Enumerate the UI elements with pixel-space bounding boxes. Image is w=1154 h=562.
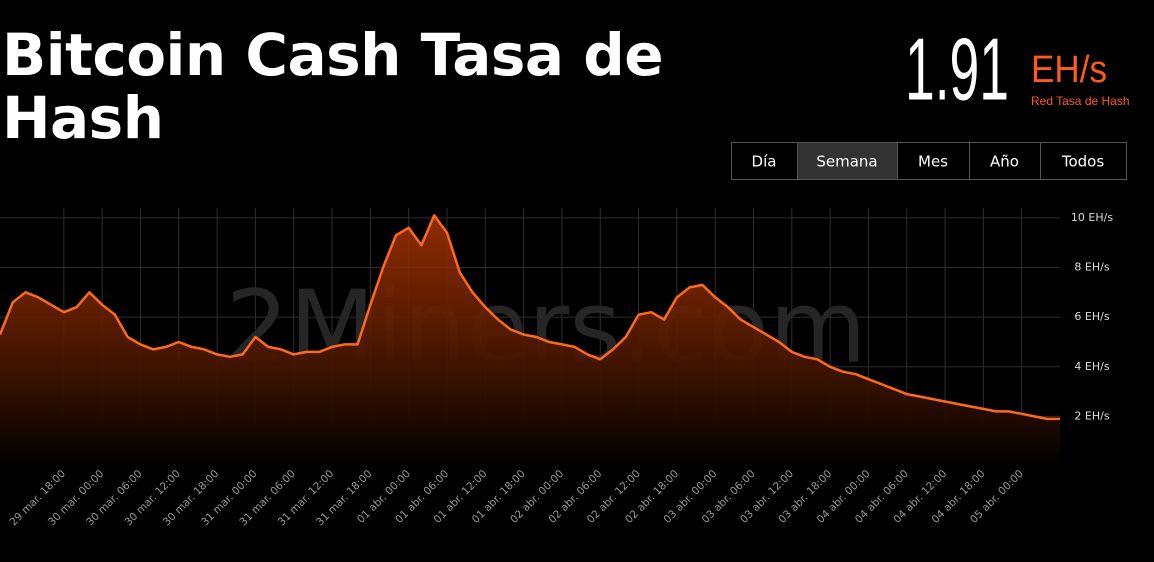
y-tick-label: 6 EH/s: [1074, 310, 1109, 323]
range-button-label[interactable]: Día: [752, 153, 777, 171]
range-selector: Día Semana Mes Año Todos: [731, 142, 1127, 180]
page-title: Bitcoin Cash Tasa de Hash: [2, 21, 664, 152]
range-button-label[interactable]: Mes: [918, 153, 948, 171]
area: [0, 215, 1060, 466]
range-button-label[interactable]: Semana: [816, 153, 877, 171]
hashrate-unit: EH/s: [1031, 49, 1107, 91]
y-tick-label: 4 EH/s: [1074, 360, 1109, 373]
range-button[interactable]: [969, 142, 1041, 180]
hashrate-value: 1.91: [905, 19, 1009, 118]
range-button[interactable]: [1040, 142, 1127, 180]
y-tick-label: 10 EH/s: [1071, 211, 1113, 224]
y-tick-label: 8 EH/s: [1074, 261, 1109, 274]
range-button[interactable]: [731, 142, 798, 180]
hashrate-label: Red Tasa de Hash: [1031, 94, 1130, 108]
y-tick-label: 2 EH/s: [1074, 409, 1109, 422]
range-button-label[interactable]: Año: [990, 153, 1019, 171]
line: [0, 214, 1060, 421]
range-button-label[interactable]: Todos: [1061, 153, 1104, 171]
plot: [0, 214, 1060, 466]
